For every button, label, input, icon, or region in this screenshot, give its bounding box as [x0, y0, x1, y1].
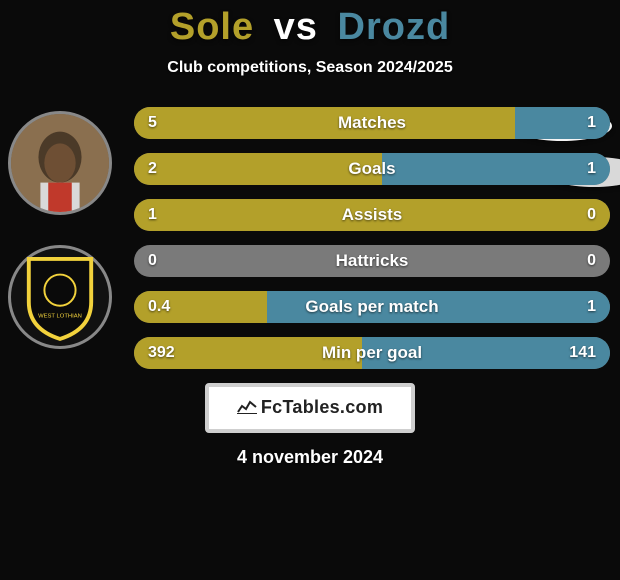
player1-avatar	[8, 111, 112, 215]
stat-bars: 51Matches 21Goals 10Assists 00Hattricks 0.41…	[134, 107, 610, 369]
source-badge: FcTables.com	[205, 383, 415, 433]
shield-icon: WEST LOTHIAN	[21, 253, 99, 341]
stat-row: 00Hattricks	[134, 245, 610, 277]
stat-label: Goals per match	[134, 291, 610, 323]
chart-icon	[237, 398, 257, 419]
stat-label: Goals	[134, 153, 610, 185]
stat-row: 21Goals	[134, 153, 610, 185]
stat-row: 392141Min per goal	[134, 337, 610, 369]
stat-row: 51Matches	[134, 107, 610, 139]
title-player1: Sole	[170, 6, 254, 48]
subtitle: Club competitions, Season 2024/2025	[0, 59, 620, 77]
title-vs: vs	[274, 6, 318, 48]
stat-row: 0.41Goals per match	[134, 291, 610, 323]
players-column: WEST LOTHIAN	[8, 111, 118, 379]
source-badge-text: FcTables.com	[261, 397, 383, 417]
comparison-content: WEST LOTHIAN 51Matches 21Goals 10Assists 00…	[0, 107, 620, 369]
player2-club-logo: WEST LOTHIAN	[8, 245, 112, 349]
avatar-placeholder-icon	[11, 114, 109, 212]
stat-row: 10Assists	[134, 199, 610, 231]
date-text: 4 november 2024	[0, 447, 620, 468]
title-player2: Drozd	[338, 6, 451, 48]
stat-label: Hattricks	[134, 245, 610, 277]
shield-text: WEST LOTHIAN	[38, 313, 82, 319]
stat-label: Matches	[134, 107, 610, 139]
stat-label: Assists	[134, 199, 610, 231]
header: Sole vs Drozd Club competitions, Season …	[0, 0, 620, 77]
page-title: Sole vs Drozd	[0, 6, 620, 49]
stat-label: Min per goal	[134, 337, 610, 369]
